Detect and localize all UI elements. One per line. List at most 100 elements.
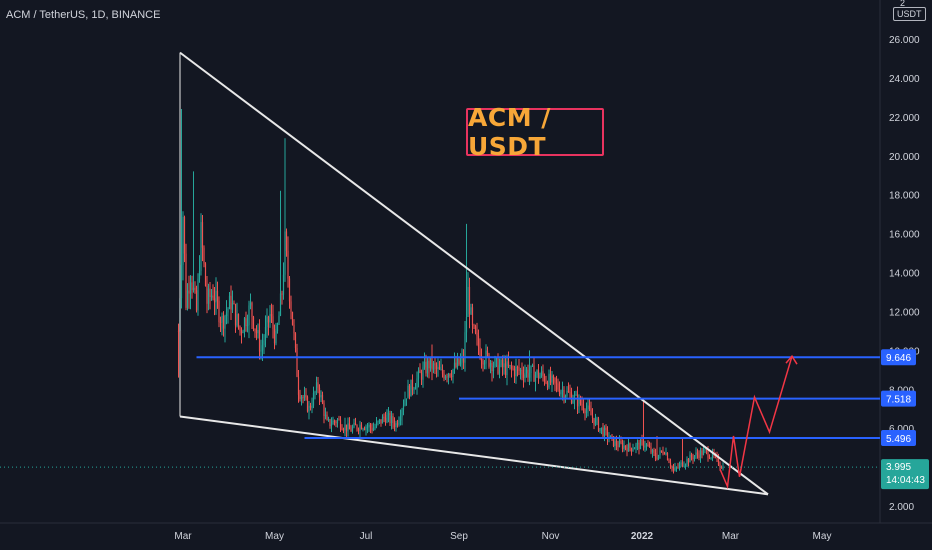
candle-body — [644, 446, 646, 448]
candle-body — [467, 286, 469, 317]
currency-selector[interactable]: USDT — [893, 7, 926, 21]
candle-body — [366, 426, 369, 428]
candle-body — [249, 302, 252, 306]
candle-body — [273, 329, 276, 344]
candle-body — [536, 370, 538, 375]
candle-body — [330, 424, 333, 427]
candle-body — [320, 394, 322, 398]
candle-body — [522, 374, 525, 379]
candle-body — [638, 442, 640, 450]
candle-body — [347, 423, 349, 432]
candle-body — [197, 278, 199, 311]
candle-body — [636, 442, 639, 445]
candle-body — [635, 444, 637, 449]
candle-body — [207, 288, 210, 304]
candle-body — [408, 385, 411, 397]
candle-body — [285, 231, 288, 251]
x-tick-label: Mar — [174, 531, 192, 542]
candle-body — [327, 419, 330, 421]
level-badge — [881, 349, 916, 366]
candle-body — [306, 397, 309, 412]
candle-body — [363, 428, 366, 430]
candle-body — [498, 365, 501, 374]
candle-body — [650, 447, 652, 453]
candle-body — [342, 429, 345, 431]
candle-body — [293, 324, 295, 334]
candle-body — [243, 318, 246, 332]
candle-body — [657, 454, 660, 460]
x-tick-label: Sep — [450, 531, 468, 542]
candle-body — [437, 367, 439, 370]
candle-body — [719, 464, 721, 467]
time-axis[interactable]: Mar May Jul Sep Nov 2022 Mar May — [174, 531, 831, 542]
candle-body — [428, 360, 430, 369]
candle-body — [665, 452, 667, 454]
candle-body — [212, 295, 214, 299]
candle-body — [297, 376, 300, 395]
candle-body — [417, 370, 420, 379]
candle-body — [689, 454, 691, 463]
candle-body — [654, 453, 657, 459]
candle-body — [531, 365, 534, 367]
candle-body — [615, 441, 618, 446]
candle-body — [477, 335, 480, 347]
candle-body — [195, 290, 198, 311]
candle-body — [452, 369, 454, 378]
candle-body — [461, 356, 463, 361]
candle-body — [255, 329, 258, 334]
candle-body — [201, 222, 204, 248]
candle-body — [684, 464, 687, 466]
candle-body — [473, 325, 475, 327]
candle-body — [455, 362, 457, 367]
candle-body — [515, 366, 517, 377]
candle-body — [681, 462, 684, 467]
candle-body — [669, 462, 672, 467]
candle-body — [642, 441, 645, 448]
candle-body — [602, 427, 604, 437]
candle-body — [462, 356, 465, 363]
candle-body — [186, 290, 189, 308]
candle-body — [333, 420, 336, 422]
candle-body — [500, 359, 502, 366]
candle-body — [354, 422, 357, 426]
candle-body — [429, 357, 432, 369]
candle-body — [450, 376, 453, 378]
candle-body — [318, 387, 321, 398]
candle-body — [405, 398, 408, 400]
candle-body — [629, 443, 631, 448]
candle-body — [672, 467, 675, 471]
candle-body — [632, 449, 634, 451]
candle-body — [443, 373, 445, 379]
candle-body — [177, 330, 180, 332]
candle-body — [590, 409, 592, 416]
candle-body — [482, 360, 484, 365]
candle-body — [420, 372, 423, 380]
candle-body — [497, 357, 499, 374]
x-tick-label: 2022 — [631, 531, 654, 542]
candle-body — [294, 333, 297, 348]
candle-body — [426, 360, 429, 374]
y-tick-label: 6.000 — [889, 424, 914, 435]
candle-body — [225, 312, 228, 316]
candle-body — [501, 359, 504, 368]
candle-body — [446, 376, 448, 378]
candle-body — [578, 397, 580, 407]
candle-body — [341, 428, 343, 430]
candle-body — [413, 389, 415, 391]
candle-body — [566, 390, 568, 396]
candle-body — [512, 368, 514, 370]
candle-body — [251, 302, 253, 317]
candle-body — [206, 285, 208, 304]
candle-body — [393, 423, 396, 428]
y-tick-label: 24.000 — [889, 74, 920, 85]
candle-body — [572, 400, 574, 403]
candle-body — [528, 373, 531, 378]
candle-body — [233, 302, 235, 305]
candle-body — [287, 250, 289, 279]
candle-body — [321, 394, 324, 404]
candle-body — [213, 298, 216, 303]
candle-body — [444, 376, 447, 379]
candle-body — [396, 423, 399, 425]
candle-body — [468, 286, 471, 315]
